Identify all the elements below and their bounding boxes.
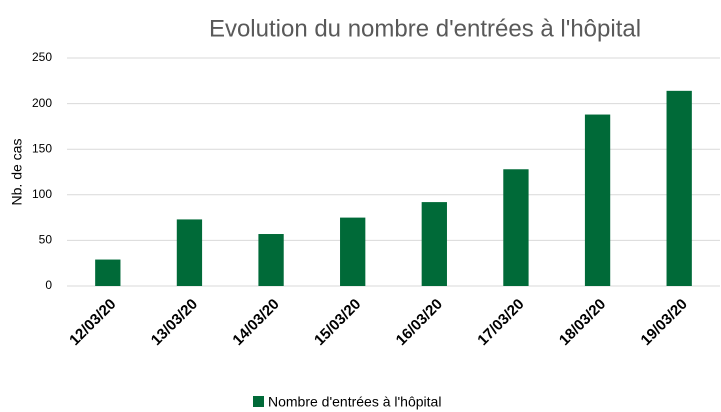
y-tick-label: 50	[39, 233, 53, 247]
x-tick-label: 19/03/20	[638, 296, 691, 349]
y-tick-label: 200	[32, 96, 52, 110]
bar	[584, 114, 611, 286]
x-tick-label: 18/03/20	[556, 296, 609, 349]
bar	[421, 202, 447, 286]
bar	[503, 169, 529, 286]
bar	[258, 234, 284, 286]
x-tick-label: 14/03/20	[229, 296, 282, 349]
bar	[176, 219, 203, 286]
x-tick-label: 16/03/20	[393, 296, 446, 349]
x-tick-label: 17/03/20	[474, 296, 527, 349]
y-tick-label: 150	[32, 141, 52, 155]
y-axis-label: Nb. de cas	[9, 139, 25, 206]
x-tick-label: 15/03/20	[311, 296, 364, 349]
bar	[666, 90, 692, 286]
legend-swatch	[253, 396, 264, 407]
x-tick-label: 12/03/20	[66, 296, 119, 349]
y-tick-label: 0	[45, 278, 52, 292]
bar	[340, 217, 366, 286]
y-tick-label: 250	[32, 50, 52, 64]
bar	[95, 259, 121, 286]
y-tick-label: 100	[32, 187, 52, 201]
legend-label: Nombre d'entrées à l'hôpital	[268, 394, 441, 410]
chart-title: Evolution du nombre d'entrées à l'hôpita…	[209, 15, 641, 42]
x-tick-label: 13/03/20	[148, 296, 201, 349]
